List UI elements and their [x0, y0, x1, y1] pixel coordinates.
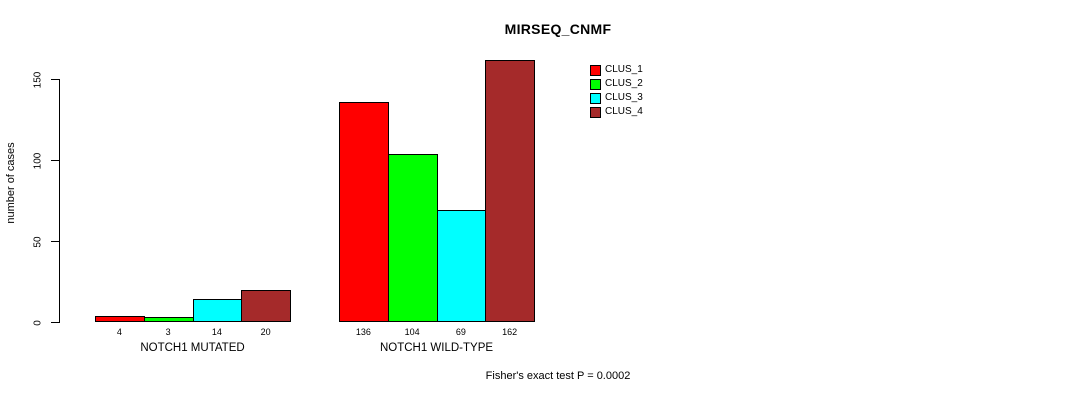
y-tick-label: 50	[32, 235, 44, 248]
y-axis-line	[59, 79, 60, 323]
bar-clus_4-wild-type	[485, 59, 535, 322]
bar-value-label: 3	[165, 327, 171, 337]
bar-value-label: 69	[455, 327, 466, 337]
x-category-label: NOTCH1 MUTATED	[140, 342, 245, 354]
x-category-label: NOTCH1 WILD-TYPE	[379, 342, 494, 354]
legend-label-clus_2: CLUS_2	[605, 78, 643, 89]
legend-swatch-clus_3	[590, 93, 601, 104]
fisher-test-annotation: Fisher's exact test P = 0.0002	[485, 370, 631, 382]
bar-clus_3-mutated	[192, 299, 243, 322]
legend-swatch-clus_1	[590, 65, 601, 76]
y-tick-label: 100	[32, 152, 44, 169]
bar-clus_2-wild-type	[387, 153, 438, 322]
legend-swatch-clus_4	[590, 107, 601, 118]
y-tick-label: 150	[32, 71, 44, 88]
y-tick-mark	[51, 241, 59, 242]
legend-label-clus_4: CLUS_4	[605, 106, 643, 117]
legend-label-clus_1: CLUS_1	[605, 64, 643, 75]
bar-value-label: 4	[116, 327, 122, 337]
y-tick-mark	[51, 322, 59, 323]
y-tick-mark	[51, 79, 59, 80]
chart-title: MIRSEQ_CNMF	[504, 21, 612, 37]
legend-swatch-clus_2	[590, 79, 601, 90]
bar-value-label: 104	[404, 327, 420, 337]
bar-clus_2-mutated	[143, 317, 194, 322]
y-tick-mark	[51, 160, 59, 161]
bar-clus_1-mutated	[95, 315, 145, 322]
y-tick-label: 0	[32, 319, 44, 326]
legend-label-clus_3: CLUS_3	[605, 92, 643, 103]
bar-clus_1-wild-type	[339, 101, 389, 322]
bar-value-label: 20	[260, 327, 271, 337]
bar-value-label: 162	[502, 327, 518, 337]
y-axis-title: number of cases	[5, 142, 17, 224]
bar-value-label: 14	[211, 327, 222, 337]
bar-clus_4-mutated	[241, 289, 291, 322]
bar-clus_3-wild-type	[436, 210, 487, 322]
bar-value-label: 136	[355, 327, 371, 337]
